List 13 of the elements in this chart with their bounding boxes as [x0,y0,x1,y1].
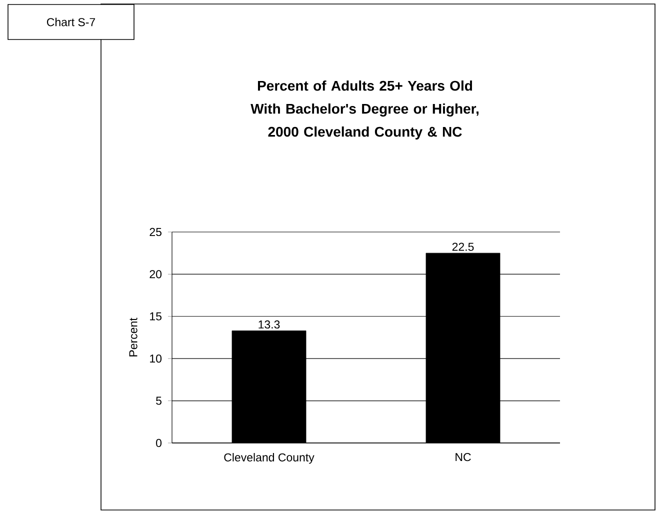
y-tick-label: 10 [150,354,162,363]
y-axis-title: Percent [129,318,138,356]
x-tick-label: NC [456,453,471,462]
text: Chart S-7 [46,18,96,26]
data-label: 22.5 [452,242,474,251]
y-tick-label: 0 [156,438,162,448]
data-label: 13.3 [258,320,280,329]
x-tick-label: Cleveland County [224,453,314,464]
y-tick-label: 15 [150,312,162,320]
y-tick-label: 25 [150,228,162,236]
y-tick-label: 5 [156,396,162,405]
chart-title: Percent of Adults 25+ Years Old With Bachelor's Degree or Higher, 2000 Cleveland County & NC [250,80,478,140]
y-tick-label: 20 [150,270,162,278]
